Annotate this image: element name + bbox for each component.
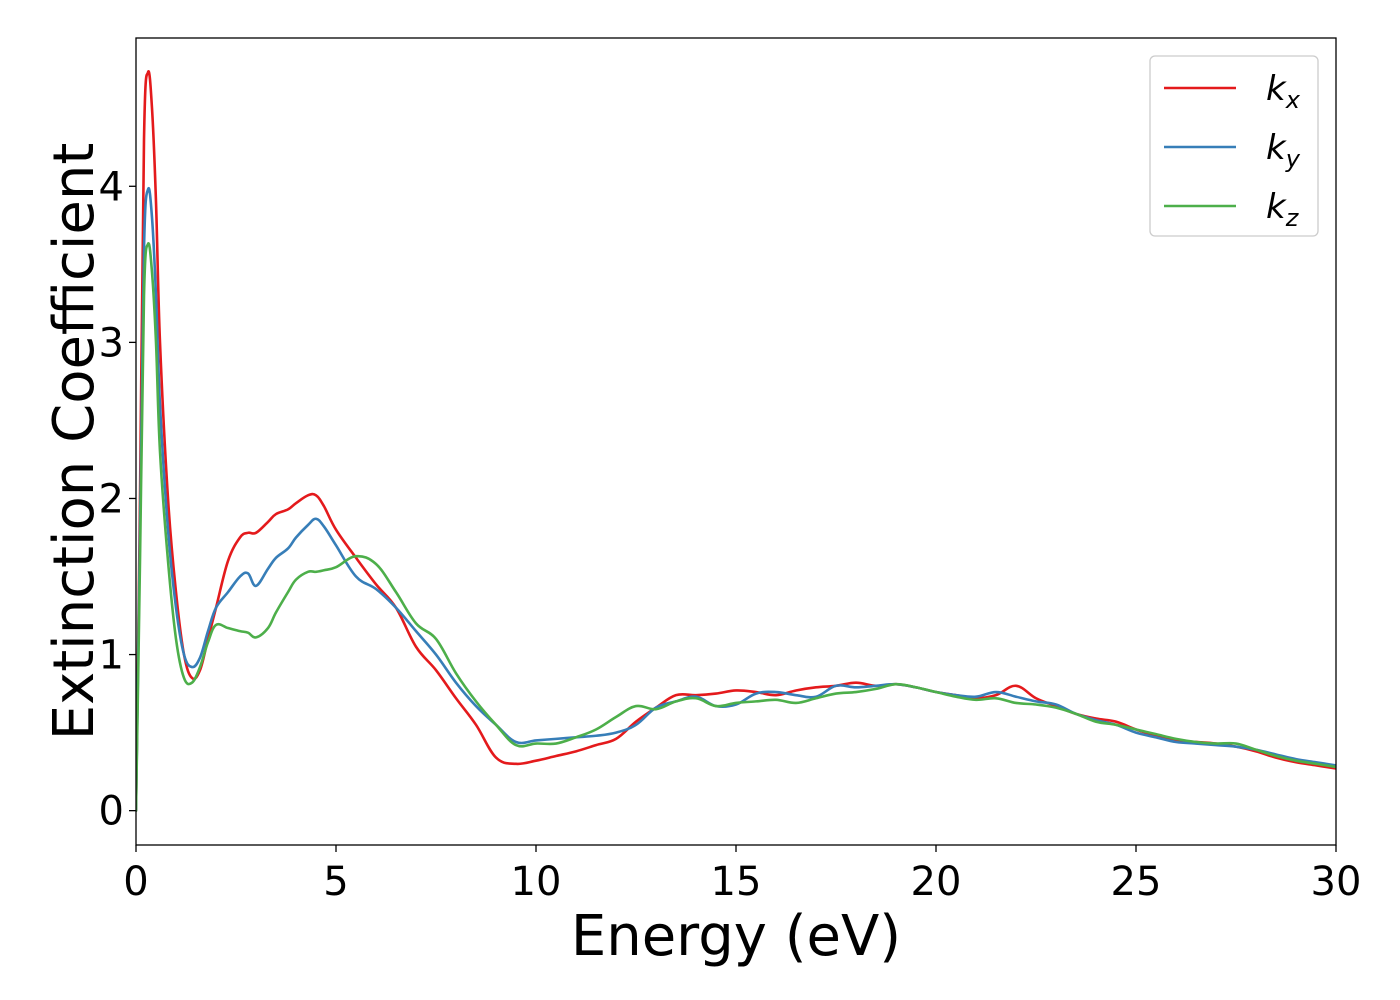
- legend-label-ky: ky: [1266, 128, 1301, 173]
- x-tick-label: 20: [911, 859, 962, 905]
- y-tick-label: 2: [99, 476, 124, 522]
- legend-label-kz: kz: [1266, 187, 1300, 232]
- x-tick-label: 10: [511, 859, 562, 905]
- y-tick-label: 3: [99, 320, 124, 366]
- series-line-ky: [136, 186, 1336, 812]
- x-tick-label: 0: [123, 859, 148, 905]
- x-tick-label: 25: [1111, 859, 1162, 905]
- x-tick-label: 30: [1311, 859, 1362, 905]
- y-tick-label: 0: [99, 789, 124, 835]
- x-axis-label: Energy (eV): [571, 904, 901, 969]
- legend: kx ky kz: [1149, 55, 1319, 237]
- x-tick-label: 5: [323, 859, 348, 905]
- plot-frame: [135, 37, 1337, 846]
- x-axis-ticks: 0 5 10 15 20 25 30: [123, 845, 1361, 905]
- plot-area: [136, 70, 1336, 812]
- y-axis-label: Extinction Coefficient: [42, 143, 107, 741]
- y-tick-label: 1: [99, 633, 124, 679]
- x-tick-label: 15: [711, 859, 762, 905]
- y-axis-ticks: 0 1 2 3 4: [99, 164, 136, 835]
- series-line-kz: [136, 242, 1336, 812]
- legend-label-kx: kx: [1266, 69, 1301, 114]
- y-tick-label: 4: [99, 164, 124, 210]
